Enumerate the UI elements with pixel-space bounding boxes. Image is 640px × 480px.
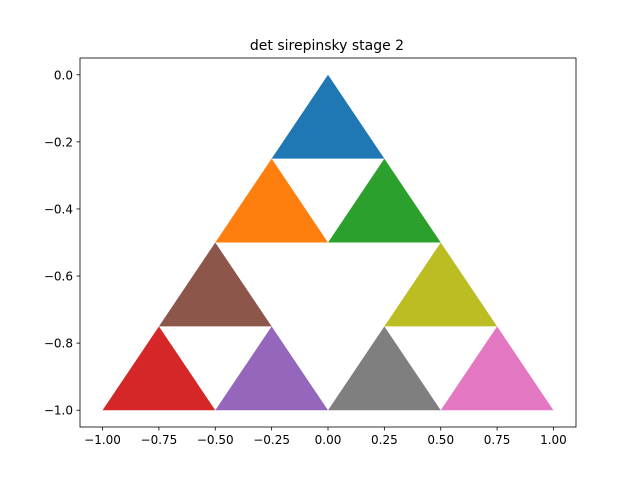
triangle-8 (328, 326, 441, 411)
triangle-5 (215, 326, 328, 411)
x-tick-label: −0.25 (253, 433, 290, 447)
triangle-9 (384, 242, 498, 327)
y-tick-label: −0.8 (44, 337, 73, 351)
x-tick-label: 0.25 (371, 433, 398, 447)
x-tick-label: −0.50 (197, 433, 234, 447)
triangle-4 (102, 326, 216, 411)
y-tick-label: −0.2 (44, 135, 73, 149)
y-tick-label: −0.4 (44, 202, 73, 216)
x-tick-label: −1.00 (84, 433, 121, 447)
x-tick-label: 0.50 (427, 433, 454, 447)
plot-area (102, 74, 554, 411)
x-tick-label: 1.00 (540, 433, 567, 447)
chart-title: det sirepinsky stage 2 (250, 38, 404, 54)
triangle-7 (440, 326, 554, 411)
y-tick-label: −1.0 (44, 404, 73, 418)
triangle-3 (328, 158, 441, 243)
triangle-2 (215, 158, 328, 243)
x-tick-label: 0.00 (315, 433, 342, 447)
x-tick-label: 0.75 (484, 433, 511, 447)
y-tick-label: 0.0 (54, 68, 73, 82)
y-tick-label: −0.6 (44, 270, 73, 284)
triangle-1 (271, 74, 385, 159)
axes: −1.00 −0.75 −0.50 −0.25 0.00 0.25 0.50 0.75 1.00… (44, 57, 577, 447)
triangle-6 (158, 242, 272, 327)
x-tick-label: −0.75 (141, 433, 178, 447)
